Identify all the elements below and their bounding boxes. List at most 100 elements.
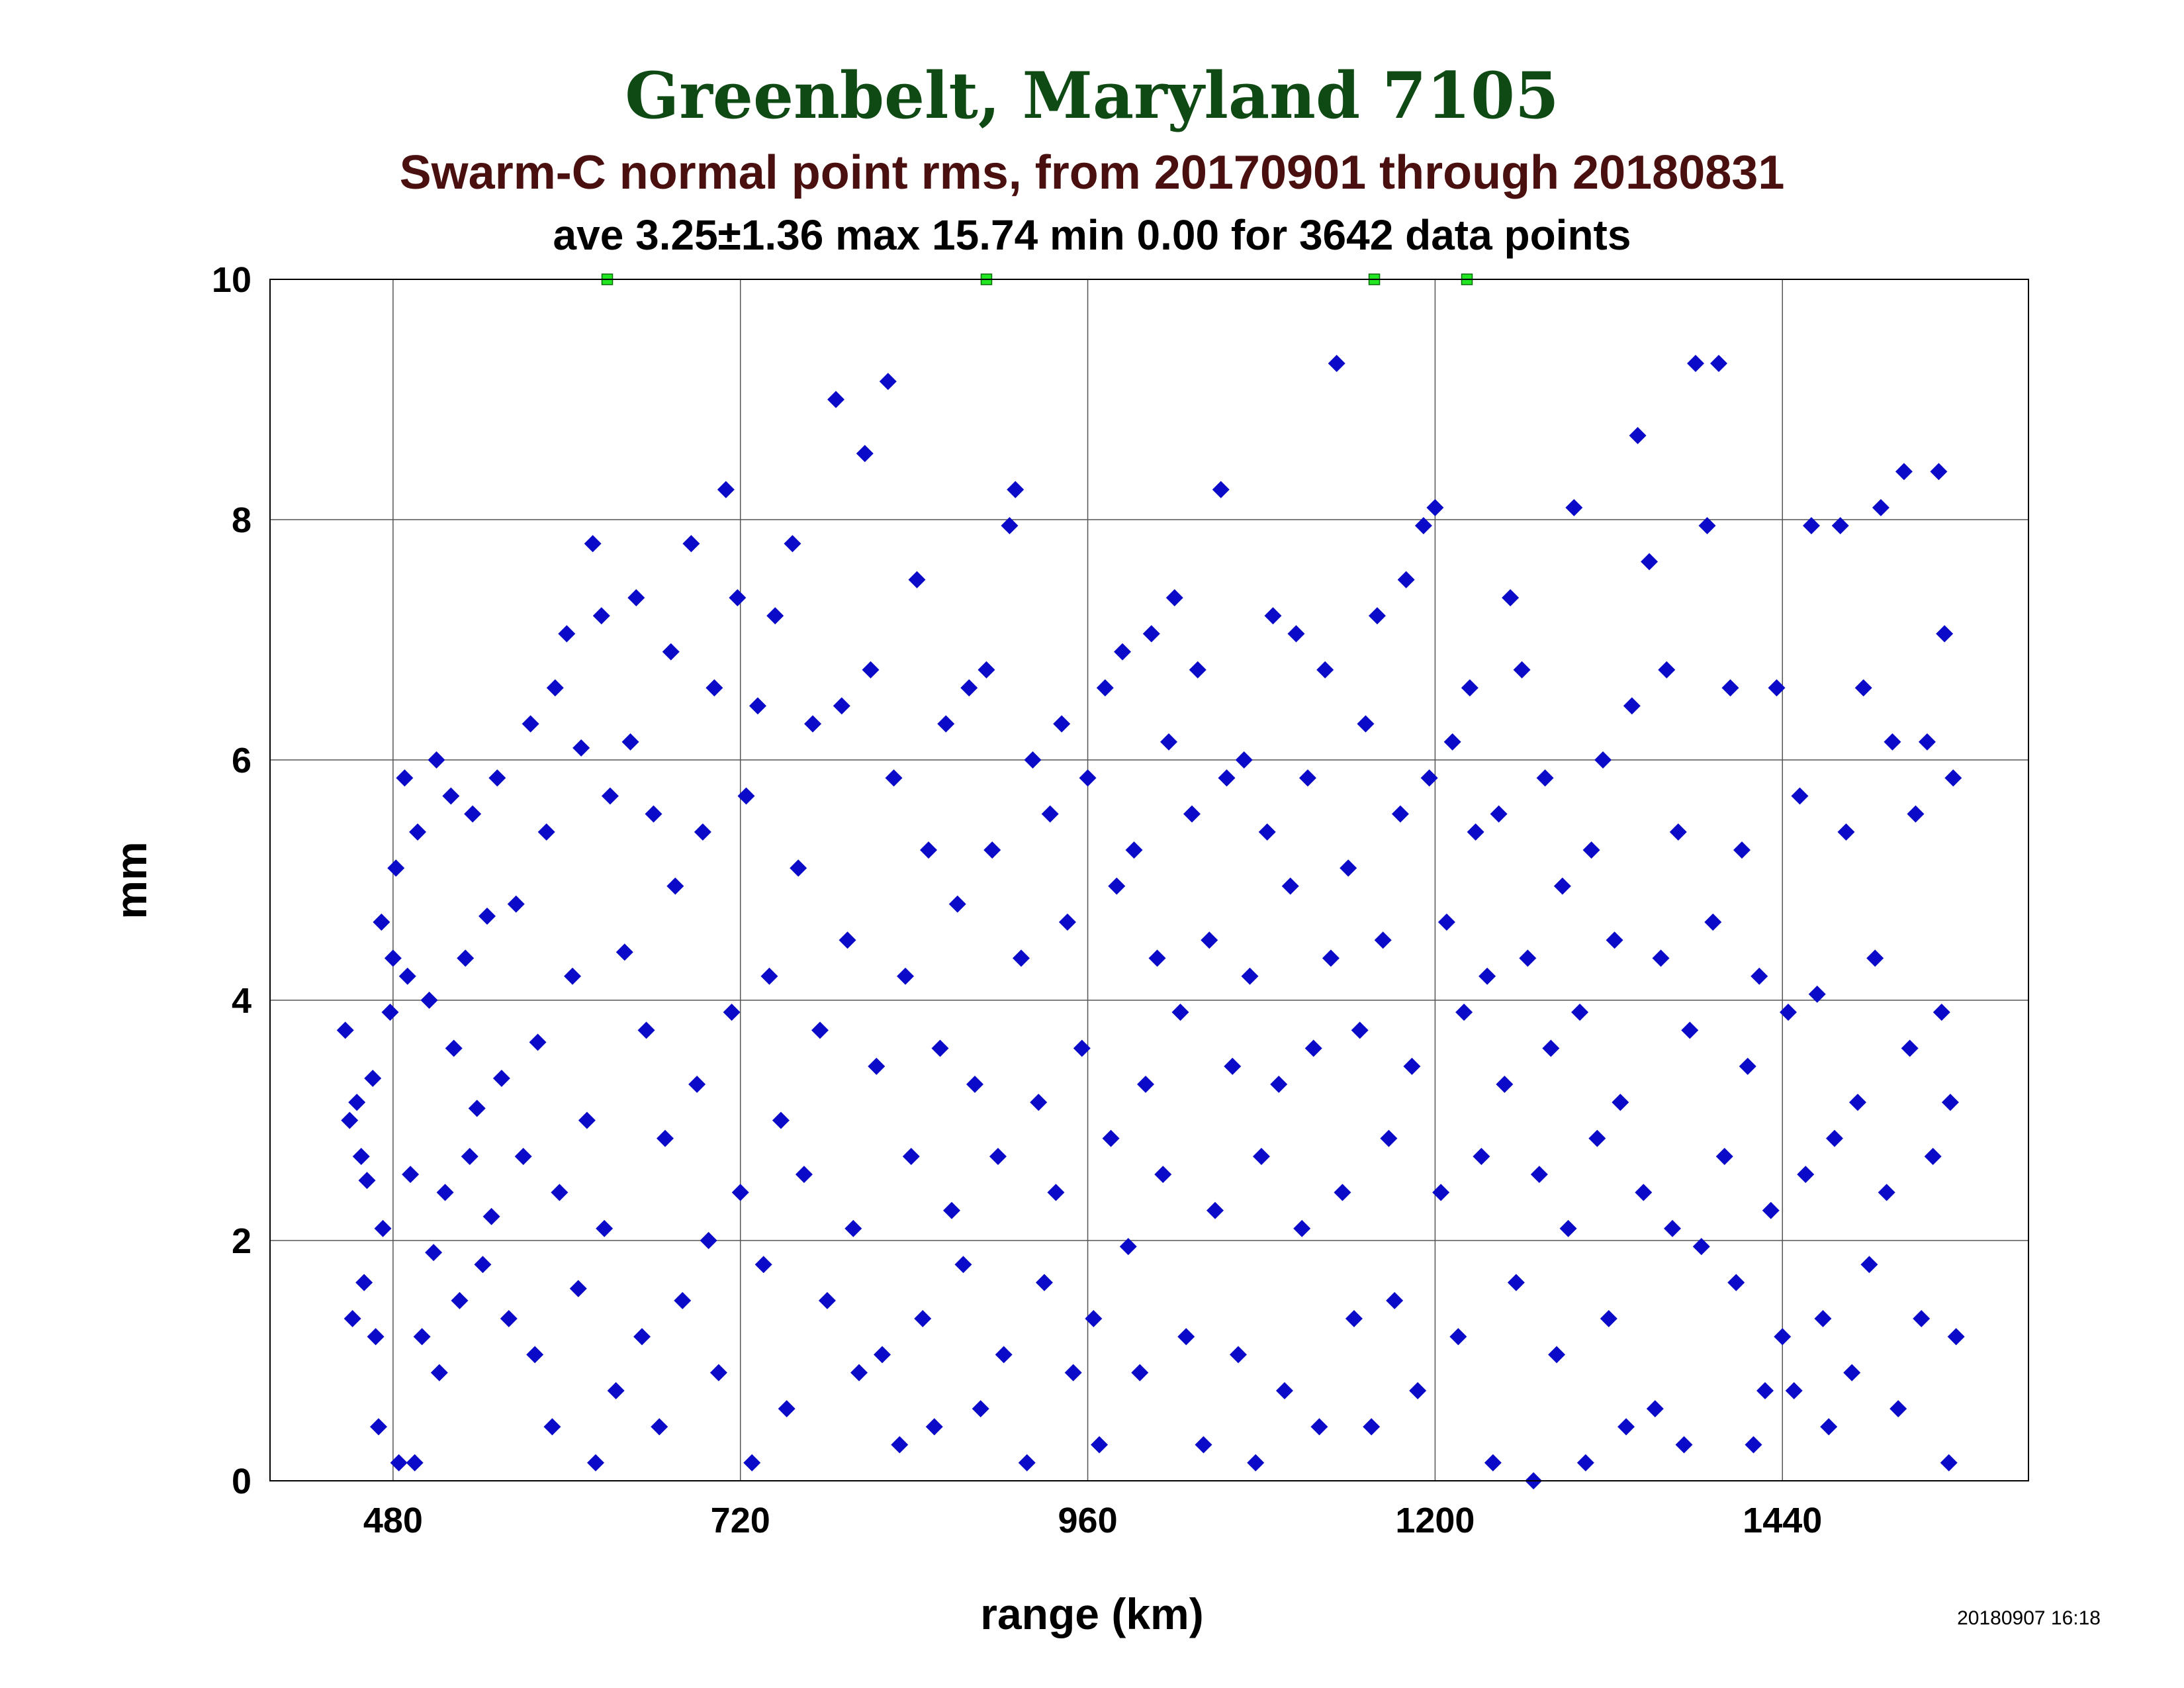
timestamp: 20180907 16:18 — [1957, 1607, 2101, 1629]
data-point — [1304, 1039, 1322, 1057]
data-point — [367, 1328, 385, 1346]
data-point — [1096, 679, 1114, 697]
data-point — [1432, 1184, 1450, 1201]
data-point — [355, 1274, 373, 1291]
data-point — [1930, 463, 1948, 481]
data-point — [343, 1309, 361, 1327]
data-point — [468, 1100, 486, 1117]
x-tick-label: 960 — [1058, 1501, 1118, 1540]
data-point — [413, 1328, 431, 1346]
data-point — [914, 1309, 932, 1327]
data-point — [1854, 679, 1872, 697]
data-point — [1519, 949, 1537, 967]
data-point — [601, 787, 619, 805]
data-point — [592, 607, 610, 625]
data-point — [954, 1256, 972, 1274]
data-point — [1035, 1274, 1053, 1291]
data-point — [1866, 949, 1884, 967]
data-point — [1745, 1436, 1762, 1454]
data-point — [925, 1418, 943, 1436]
data-point — [374, 1219, 392, 1237]
data-point — [885, 769, 903, 787]
data-point — [731, 1184, 749, 1201]
data-point — [1053, 715, 1071, 733]
data-point — [1762, 1201, 1780, 1219]
data-point — [428, 751, 445, 769]
data-point — [1479, 967, 1496, 985]
y-tick-label: 10 — [212, 260, 251, 300]
data-point — [778, 1400, 796, 1418]
y-tick-label: 6 — [232, 741, 251, 780]
data-point — [1183, 805, 1201, 823]
data-point — [1565, 498, 1583, 516]
data-point — [1623, 697, 1641, 715]
data-point — [657, 1129, 674, 1147]
data-point — [795, 1166, 813, 1184]
data-point — [1710, 355, 1728, 373]
data-point — [1171, 1004, 1189, 1021]
data-point — [500, 1309, 518, 1327]
data-point — [569, 1280, 587, 1297]
data-point — [627, 588, 645, 606]
data-point — [529, 1033, 547, 1051]
data-point — [1426, 498, 1444, 516]
data-point — [384, 949, 402, 967]
data-point — [1047, 1184, 1065, 1201]
data-point — [1165, 588, 1183, 606]
data-point — [937, 715, 955, 733]
data-point — [637, 1021, 655, 1039]
data-point — [1548, 1346, 1566, 1364]
data-point — [420, 992, 438, 1009]
data-point — [1779, 1004, 1797, 1021]
data-point — [995, 1346, 1013, 1364]
data-point — [406, 1454, 424, 1472]
data-point — [1334, 1184, 1351, 1201]
data-point — [1142, 625, 1160, 643]
data-point — [461, 1147, 478, 1165]
data-point — [983, 841, 1001, 859]
data-point — [682, 535, 700, 553]
data-point — [1721, 679, 1739, 697]
data-point — [705, 679, 723, 697]
data-point — [1933, 1004, 1950, 1021]
data-point — [1403, 1057, 1421, 1075]
data-point — [1247, 1454, 1265, 1472]
data-point — [1270, 1076, 1288, 1094]
data-point — [1108, 877, 1126, 895]
data-point — [1414, 517, 1432, 535]
data-point — [1437, 914, 1455, 931]
x-tick-label: 480 — [363, 1501, 423, 1540]
data-point — [1058, 914, 1076, 931]
data-point — [1212, 481, 1230, 498]
data-point — [1018, 1454, 1036, 1472]
data-point — [1889, 1400, 1907, 1418]
data-point — [336, 1021, 354, 1039]
data-point — [341, 1111, 359, 1129]
data-point — [1455, 1004, 1473, 1021]
data-point — [1137, 1076, 1155, 1094]
data-point — [1467, 823, 1484, 841]
data-point — [1041, 805, 1059, 823]
data-point — [1756, 1382, 1774, 1399]
data-point — [1252, 1147, 1270, 1165]
data-point — [572, 739, 590, 757]
data-point — [1692, 1238, 1710, 1256]
data-point — [584, 535, 602, 553]
data-point — [1635, 1184, 1653, 1201]
data-point — [1241, 967, 1259, 985]
data-point — [1030, 1094, 1048, 1111]
data-point — [1507, 1274, 1525, 1291]
y-tick-label: 8 — [232, 500, 251, 540]
data-point — [1606, 931, 1623, 949]
data-point — [1160, 733, 1178, 751]
data-point — [1924, 1147, 1942, 1165]
data-point — [1860, 1256, 1878, 1274]
data-point — [1542, 1039, 1560, 1057]
data-point — [1079, 769, 1097, 787]
data-point — [537, 823, 555, 841]
data-point — [1944, 769, 1962, 787]
data-point — [833, 697, 850, 715]
data-point — [1825, 1129, 1843, 1147]
x-tick-label: 720 — [711, 1501, 770, 1540]
data-point — [526, 1346, 544, 1364]
